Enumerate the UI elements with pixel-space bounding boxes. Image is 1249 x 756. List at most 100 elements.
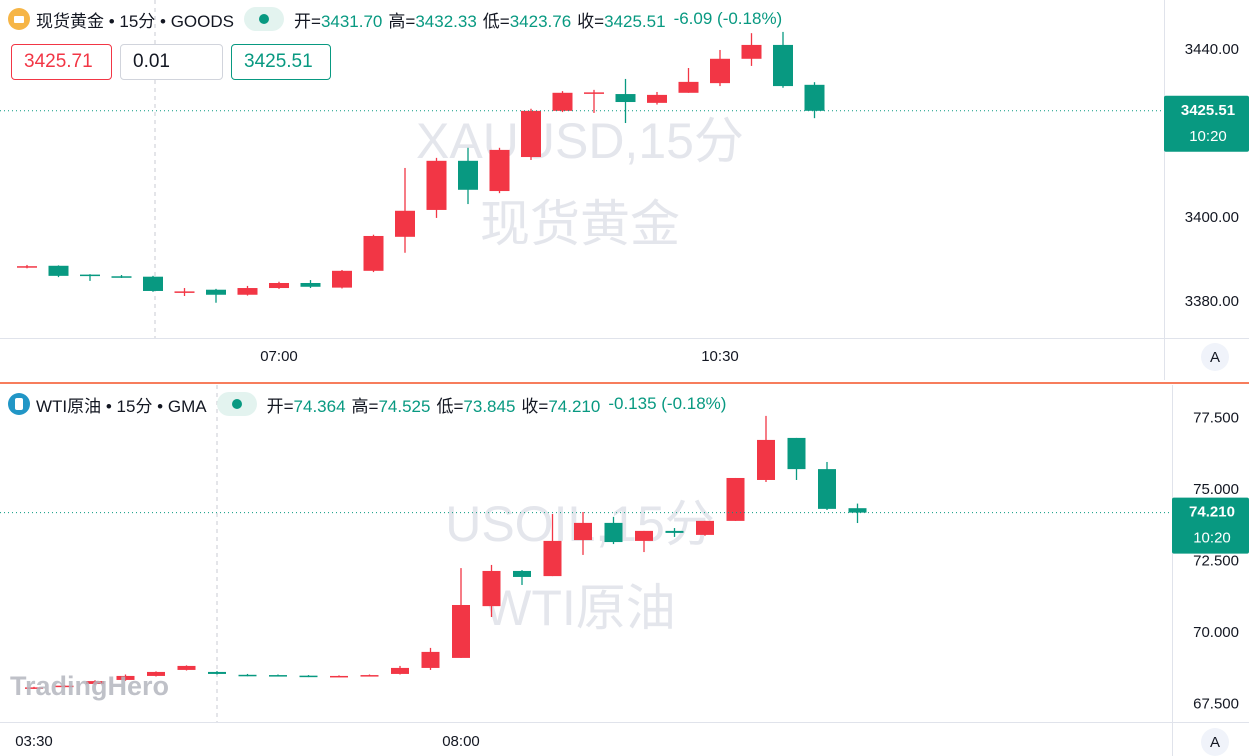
ohlc-label: 收= <box>521 396 549 416</box>
scale-button[interactable] <box>1201 343 1229 371</box>
candle-body <box>665 530 684 533</box>
ohlc: 开=3431.70 高=3432.33 低=3423.76 收=3425.51 <box>294 7 666 32</box>
ohlc-label: 低= <box>482 11 510 31</box>
candle-body <box>552 92 573 111</box>
y-tick-label: 3440.00 <box>1185 41 1239 58</box>
candle-body <box>710 58 730 84</box>
candle-body <box>143 276 163 291</box>
symbol-icon <box>8 393 30 415</box>
candle-body <box>426 160 447 210</box>
candle-body <box>818 469 836 509</box>
candle-body <box>269 282 289 289</box>
status-pill[interactable] <box>244 7 284 31</box>
candle-body <box>848 508 867 513</box>
ohlc-label: 开= <box>266 396 294 416</box>
legend: WTI原油 • 15分 • GMA 开=74.364 高=74.525 低=73.8… <box>8 391 726 417</box>
price-tag-time: 10:20 <box>1193 530 1231 547</box>
candle-body <box>299 675 318 678</box>
candle-body <box>177 665 196 670</box>
candle-body <box>174 291 195 293</box>
x-tick-label: 10:30 <box>701 348 739 365</box>
ohlc-label: 收= <box>577 11 605 31</box>
ohlc-value: 3425.51 <box>604 11 666 31</box>
change: -6.09 (-0.18%) <box>673 9 783 28</box>
price-tag <box>1172 497 1249 554</box>
candle-body <box>584 92 604 94</box>
order-panel: 3425.71 0.01 3425.51 <box>11 44 339 80</box>
ohlc-value: 74.210 <box>548 396 601 416</box>
candle-body <box>269 675 287 677</box>
buy-price[interactable]: 3425.51 <box>231 44 331 80</box>
candle-body <box>360 675 379 677</box>
sell-price[interactable]: 3425.71 <box>11 44 112 80</box>
candle-body <box>48 265 69 276</box>
price-tag-value: 74.210 <box>1189 504 1235 521</box>
candle-body <box>678 81 699 93</box>
candle-body <box>116 675 135 680</box>
scale-button-label[interactable]: A <box>1210 734 1220 751</box>
candle-body <box>17 266 37 268</box>
candle-body <box>237 288 258 295</box>
x-tick-label: 03:30 <box>15 733 53 750</box>
ohlc-value: 74.525 <box>378 396 431 416</box>
candle-body <box>757 439 775 480</box>
candle-body <box>773 44 793 87</box>
candle-body <box>521 110 541 158</box>
candle-body <box>206 289 226 295</box>
ohlc-value: 73.845 <box>463 396 516 416</box>
candle-body <box>395 210 415 237</box>
ohlc-value: 74.364 <box>293 396 346 416</box>
candle-body <box>111 276 132 278</box>
candle-body <box>25 687 43 689</box>
candle-body <box>332 270 352 288</box>
ohlc-label: 低= <box>436 396 464 416</box>
ohlc-value: 3431.70 <box>320 11 383 31</box>
candle-body <box>726 477 745 521</box>
y-tick-label: 67.500 <box>1193 696 1239 713</box>
watermark: XAUUSD,15分 <box>416 113 744 169</box>
y-tick-label: 77.500 <box>1193 409 1239 426</box>
candle-body <box>574 522 592 541</box>
candle-body <box>804 84 825 111</box>
candle-body <box>741 44 762 59</box>
status-pill[interactable] <box>216 392 257 416</box>
watermark: WTI原油 <box>484 580 676 636</box>
symbol-title: WTI原油 • 15分 • GMA <box>36 396 207 416</box>
candle-body <box>458 160 478 190</box>
candle-body <box>208 671 226 674</box>
ohlc-label: 开= <box>294 11 321 31</box>
watermark: 现货黄金 <box>480 196 680 252</box>
candle-body <box>300 282 321 287</box>
y-tick-label: 3400.00 <box>1185 209 1239 226</box>
candle-body <box>787 437 806 470</box>
logo: TradingHero <box>10 671 169 701</box>
ohlc-label: 高= <box>351 396 379 416</box>
candle-body <box>482 570 501 607</box>
candle-body <box>604 522 623 543</box>
change: -0.135 (-0.18%) <box>608 394 727 413</box>
candle-body <box>696 520 714 535</box>
symbol-title: 现货黄金 • 15分 • GOODS <box>36 11 234 31</box>
y-tick-label: 70.000 <box>1193 624 1239 641</box>
price-tag-time: 10:20 <box>1189 128 1227 145</box>
x-tick-label: 07:00 <box>260 348 298 365</box>
ohlc-value: 3423.76 <box>509 11 572 31</box>
candle-body <box>238 674 257 677</box>
y-tick-label: 72.500 <box>1193 552 1239 569</box>
scale-button-label[interactable]: A <box>1210 349 1220 366</box>
candle-body <box>330 675 348 678</box>
candle-body <box>615 94 636 103</box>
candle-body <box>80 274 100 277</box>
candle-body <box>543 540 562 577</box>
candle-body <box>647 94 667 103</box>
candle-body <box>55 685 74 688</box>
candle-body <box>421 651 440 668</box>
price-tag-value: 3425.51 <box>1181 102 1235 119</box>
ohlc-label: 高= <box>388 11 416 31</box>
y-tick-label: 75.000 <box>1193 481 1239 498</box>
quantity[interactable]: 0.01 <box>120 44 223 80</box>
scale-button[interactable] <box>1201 728 1229 756</box>
ohlc: 开=74.364 高=74.525 低=73.845 收=74.210 <box>267 392 601 417</box>
